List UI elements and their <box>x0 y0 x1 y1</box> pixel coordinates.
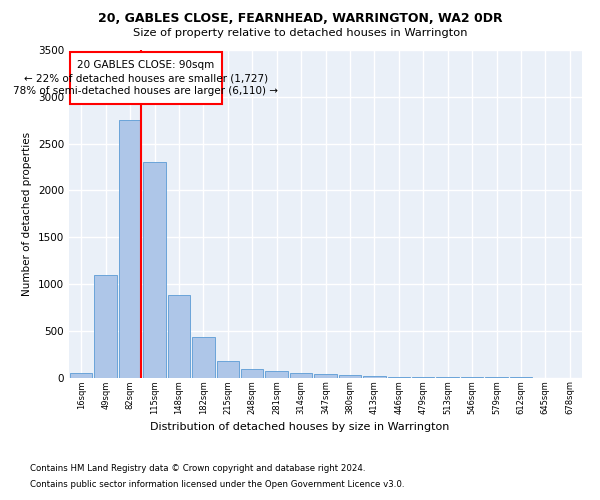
Bar <box>314 374 337 378</box>
Text: Contains HM Land Registry data © Crown copyright and database right 2024.: Contains HM Land Registry data © Crown c… <box>30 464 365 473</box>
Bar <box>363 376 386 378</box>
Bar <box>119 120 142 378</box>
FancyBboxPatch shape <box>70 52 221 104</box>
Text: ← 22% of detached houses are smaller (1,727): ← 22% of detached houses are smaller (1,… <box>24 74 268 84</box>
Text: 20, GABLES CLOSE, FEARNHEAD, WARRINGTON, WA2 0DR: 20, GABLES CLOSE, FEARNHEAD, WARRINGTON,… <box>98 12 502 26</box>
Bar <box>241 368 263 378</box>
Bar <box>217 361 239 378</box>
Y-axis label: Number of detached properties: Number of detached properties <box>22 132 32 296</box>
Bar <box>167 295 190 378</box>
Bar <box>388 376 410 378</box>
Bar <box>143 162 166 378</box>
Bar <box>94 274 117 378</box>
Bar <box>338 374 361 378</box>
Bar <box>265 371 288 378</box>
Bar <box>70 373 92 378</box>
Text: Contains public sector information licensed under the Open Government Licence v3: Contains public sector information licen… <box>30 480 404 489</box>
Text: 78% of semi-detached houses are larger (6,110) →: 78% of semi-detached houses are larger (… <box>13 86 278 97</box>
Text: Size of property relative to detached houses in Warrington: Size of property relative to detached ho… <box>133 28 467 38</box>
Bar <box>192 338 215 378</box>
Text: 20 GABLES CLOSE: 90sqm: 20 GABLES CLOSE: 90sqm <box>77 60 215 70</box>
Bar <box>290 373 313 378</box>
Text: Distribution of detached houses by size in Warrington: Distribution of detached houses by size … <box>151 422 449 432</box>
